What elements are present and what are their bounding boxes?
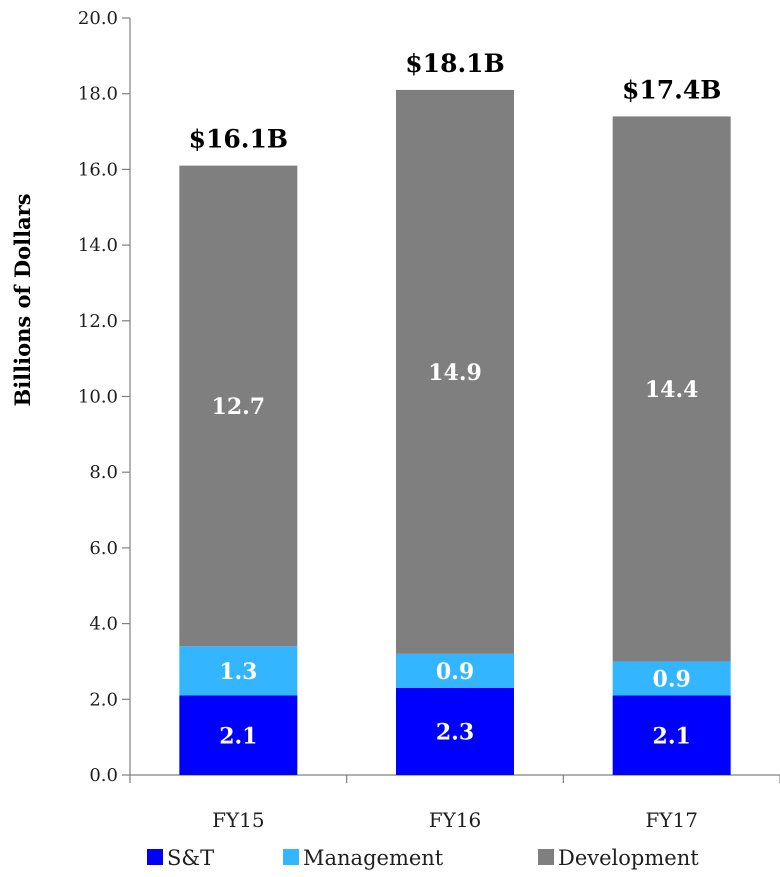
segment-value-label: 14.9 xyxy=(428,360,482,386)
segment-value-label: 2.3 xyxy=(436,719,474,745)
legend-swatch xyxy=(283,849,299,865)
segment-value-label: 12.7 xyxy=(212,394,266,420)
legend: S&T Management Development xyxy=(147,846,699,870)
total-label: $17.4B xyxy=(622,75,721,104)
x-tick-label: FY16 xyxy=(429,808,482,832)
y-tick-label: 14.0 xyxy=(78,235,118,256)
segment-value-label: 0.9 xyxy=(436,659,474,685)
y-tick-label: 12.0 xyxy=(78,311,118,332)
y-axis-label: Billions of Dollars xyxy=(10,193,35,406)
y-tick-label: 20.0 xyxy=(78,8,118,29)
bars xyxy=(179,89,731,775)
axes: 0.0 2.0 4.0 6.0 8.0 10.0 12.0 14.0 16.0 18.0 20.0 F… xyxy=(78,8,780,832)
y-tick-label: 10.0 xyxy=(78,387,118,408)
legend-swatch xyxy=(147,849,163,865)
segment-value-label: 2.1 xyxy=(653,723,691,749)
bar-management-fy16 xyxy=(396,653,514,688)
bar-development-fy16 xyxy=(396,89,514,654)
y-tick-label: 16.0 xyxy=(78,159,118,180)
bar-s-t-fy17 xyxy=(612,695,731,775)
y-tick-label: 2.0 xyxy=(89,689,118,710)
x-tick-label: FY15 xyxy=(212,808,265,832)
legend-label: Development xyxy=(558,846,699,870)
legend-label: S&T xyxy=(167,846,214,870)
bar-management-fy17 xyxy=(612,661,731,696)
data-labels: 2.1 1.3 12.7 $16.1B 2.3 0.9 14.9 $18.1B 2.1 0.9 14… xyxy=(189,49,722,749)
legend-label: Management xyxy=(303,846,444,870)
total-label: $16.1B xyxy=(189,125,288,154)
y-tick-label: 18.0 xyxy=(78,84,118,105)
bar-s-t-fy16 xyxy=(396,687,514,775)
bar-management-fy15 xyxy=(179,646,298,696)
y-tick-label: 8.0 xyxy=(89,462,118,483)
legend-swatch xyxy=(538,849,554,865)
segment-value-label: 1.3 xyxy=(219,659,257,685)
y-tick-label: 4.0 xyxy=(89,614,118,635)
y-tick-label: 0.0 xyxy=(89,765,118,786)
bar-development-fy17 xyxy=(612,116,731,662)
segment-value-label: 2.1 xyxy=(219,723,257,749)
x-tick-label: FY17 xyxy=(645,808,698,832)
total-label: $18.1B xyxy=(405,49,504,78)
bar-development-fy15 xyxy=(179,165,298,647)
bar-s-t-fy15 xyxy=(179,695,298,775)
segment-value-label: 0.9 xyxy=(653,666,691,692)
y-tick-label: 6.0 xyxy=(89,538,118,559)
segment-value-label: 14.4 xyxy=(645,377,699,403)
